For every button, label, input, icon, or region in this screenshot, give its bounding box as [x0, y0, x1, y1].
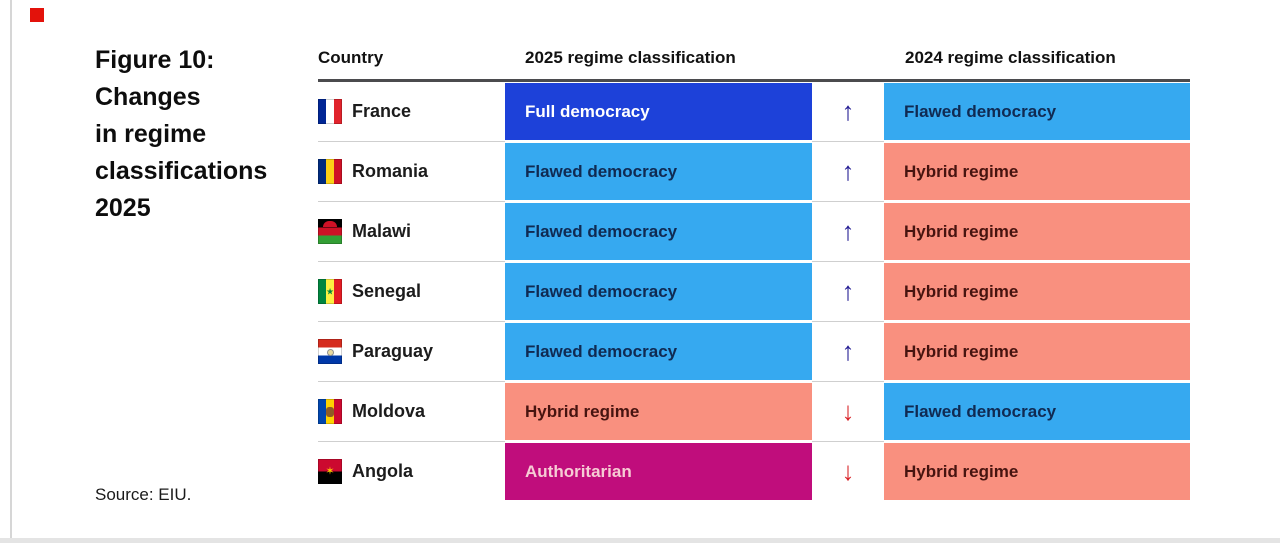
country-label: Paraguay [352, 341, 434, 361]
column-header-2025: 2025 regime classification [525, 48, 736, 67]
change-up-arrow-icon: ↑ [812, 83, 884, 142]
classification-2024-cell: Hybrid regime [884, 263, 1190, 320]
change-up-arrow-icon: ↑ [812, 263, 884, 322]
classification-2025-cell: Authoritarian [505, 443, 812, 500]
table-row-moldova: Moldova Hybrid regime ↓ Flawed democracy [318, 383, 1190, 442]
classification-2025-cell: Hybrid regime [505, 383, 812, 440]
header-rule [318, 79, 1190, 82]
malawi-flag-icon [318, 219, 342, 244]
change-down-arrow-icon: ↓ [812, 443, 884, 500]
moldova-flag-icon [318, 399, 342, 424]
country-cell: Malawi [318, 203, 505, 262]
title-line: 2025 [95, 194, 151, 222]
classification-2024-cell: Hybrid regime [884, 203, 1190, 260]
title-line: in regime [95, 120, 207, 148]
table-row-paraguay: Paraguay Flawed democracy ↑ Hybrid regim… [318, 323, 1190, 382]
table-row-senegal: Senegal Flawed democracy ↑ Hybrid regime [318, 263, 1190, 322]
country-label: Senegal [352, 281, 422, 301]
classification-2024-cell: Hybrid regime [884, 143, 1190, 200]
classification-2024-cell: Flawed democracy [884, 83, 1190, 140]
classification-2025-cell: Flawed democracy [505, 143, 812, 200]
table-row-malawi: Malawi Flawed democracy ↑ Hybrid regime [318, 203, 1190, 262]
title-line: Changes [95, 83, 201, 111]
table-row-romania: Romania Flawed democracy ↑ Hybrid regime [318, 143, 1190, 202]
classification-2025-cell: Flawed democracy [505, 323, 812, 380]
romania-flag-icon [318, 159, 342, 184]
senegal-flag-icon [318, 279, 342, 304]
figure-title: Figure 10: Changes in regime classificat… [95, 42, 267, 227]
change-up-arrow-icon: ↑ [812, 323, 884, 382]
regime-table: France Full democracy ↑ Flawed democracy… [318, 83, 1190, 503]
title-line: Figure 10: [95, 46, 215, 74]
angola-flag-icon [318, 459, 342, 484]
column-header-country: Country [318, 48, 384, 67]
country-label: Malawi [352, 221, 412, 241]
source-note: Source: EIU. [95, 485, 192, 504]
classification-2025-cell: Full democracy [505, 83, 812, 140]
classification-2024-cell: Hybrid regime [884, 443, 1190, 500]
change-up-arrow-icon: ↑ [812, 203, 884, 262]
country-label: France [352, 101, 412, 121]
country-cell: Romania [318, 143, 505, 202]
table-row-france: France Full democracy ↑ Flawed democracy [318, 83, 1190, 142]
column-header-2024: 2024 regime classification [905, 48, 1116, 67]
country-cell: France [318, 83, 505, 142]
country-cell: Paraguay [318, 323, 505, 382]
france-flag-icon [318, 99, 342, 124]
brand-red-square-icon [30, 8, 44, 22]
country-label: Romania [352, 161, 429, 181]
classification-2024-cell: Flawed democracy [884, 383, 1190, 440]
paraguay-flag-icon [318, 339, 342, 364]
classification-2025-cell: Flawed democracy [505, 263, 812, 320]
page-bottom-border [0, 538, 1280, 543]
classification-2025-cell: Flawed democracy [505, 203, 812, 260]
title-line: classifications [95, 157, 268, 185]
country-cell: Angola [318, 443, 505, 500]
page-left-border [10, 0, 12, 543]
change-up-arrow-icon: ↑ [812, 143, 884, 202]
change-down-arrow-icon: ↓ [812, 383, 884, 442]
country-label: Angola [352, 461, 413, 481]
table-row-angola: Angola Authoritarian ↓ Hybrid regime [318, 443, 1190, 500]
country-cell: Senegal [318, 263, 505, 322]
country-cell: Moldova [318, 383, 505, 442]
country-label: Moldova [352, 401, 426, 421]
classification-2024-cell: Hybrid regime [884, 323, 1190, 380]
